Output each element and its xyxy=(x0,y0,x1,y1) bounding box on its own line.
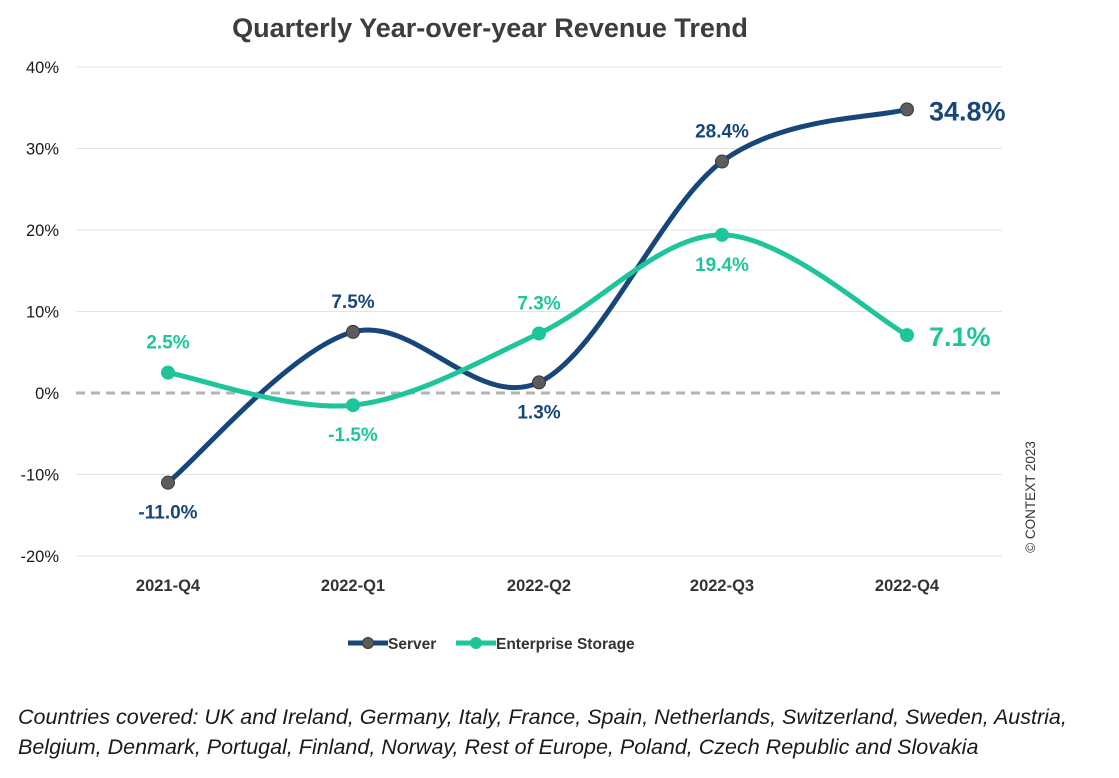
data-point xyxy=(900,102,914,117)
data-point xyxy=(900,328,914,343)
data-label: 7.5% xyxy=(331,292,374,313)
footnote-line: Belgium, Denmark, Portugal, Finland, Nor… xyxy=(18,735,979,759)
data-label: 19.4% xyxy=(695,255,749,276)
y-tick-label: 40% xyxy=(26,59,59,77)
data-point xyxy=(161,475,175,490)
data-label: -1.5% xyxy=(328,425,378,446)
data-label: 34.8% xyxy=(929,96,1006,126)
data-point xyxy=(161,365,175,380)
data-point xyxy=(715,154,729,169)
footnote-line: Countries covered: UK and Ireland, Germa… xyxy=(18,705,1067,729)
y-tick-label: 0% xyxy=(35,385,59,403)
legend-marker xyxy=(470,637,482,649)
legend-label: Enterprise Storage xyxy=(496,636,635,653)
copyright-notice: © CONTEXT 2023 xyxy=(1023,441,1038,553)
footnote: Countries covered: UK and Ireland, Germa… xyxy=(18,702,1108,762)
data-point xyxy=(532,375,546,390)
legend-label: Server xyxy=(388,636,436,653)
x-axis-ticks: 2021-Q4 2022-Q1 2022-Q2 2022-Q3 2022-Q4 xyxy=(136,577,940,595)
data-label: 1.3% xyxy=(517,402,560,423)
data-point xyxy=(346,398,360,413)
data-labels: -11.0% 7.5% 1.3% 28.4% 34.8% 2.5% -1.5% 7.3% 19.… xyxy=(138,96,1005,523)
x-tick-label: 2022-Q1 xyxy=(321,577,385,595)
y-tick-label: -20% xyxy=(20,548,59,566)
y-tick-label: -10% xyxy=(20,467,59,485)
y-axis-ticks: -20% -10% 0% 10% 20% 30% 40% xyxy=(20,59,59,566)
data-point xyxy=(715,227,729,242)
y-tick-label: 30% xyxy=(26,141,59,159)
series-points xyxy=(161,102,914,490)
data-label: 7.1% xyxy=(929,322,991,352)
data-label: -11.0% xyxy=(138,503,197,524)
data-label: 7.3% xyxy=(517,294,560,315)
data-label: 28.4% xyxy=(695,122,749,143)
y-tick-label: 10% xyxy=(26,304,59,322)
x-tick-label: 2021-Q4 xyxy=(136,577,201,595)
data-label: 2.5% xyxy=(146,333,189,354)
gridlines xyxy=(76,66,1002,557)
x-tick-label: 2022-Q3 xyxy=(690,577,754,595)
x-tick-label: 2022-Q2 xyxy=(507,577,571,595)
chart-title: Quarterly Year-over-year Revenue Trend xyxy=(232,13,748,43)
legend-marker xyxy=(362,637,374,649)
data-point xyxy=(532,326,546,341)
x-tick-label: 2022-Q4 xyxy=(875,577,940,595)
data-point xyxy=(346,324,360,339)
legend: Server Enterprise Storage xyxy=(348,636,635,653)
y-tick-label: 20% xyxy=(26,222,59,240)
line-chart: Quarterly Year-over-year Revenue Trend -… xyxy=(20,13,1038,653)
